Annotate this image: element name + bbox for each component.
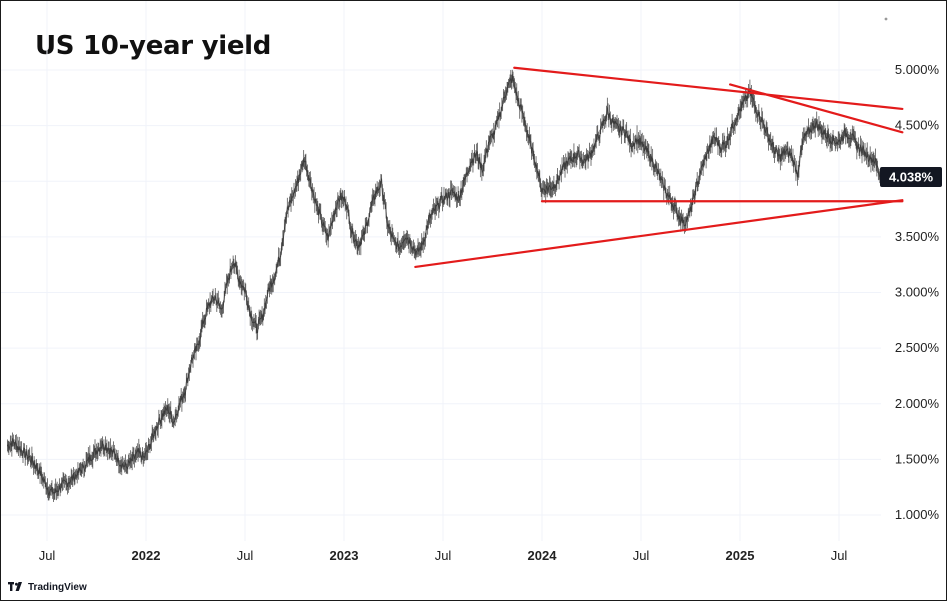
chart-title: US 10-year yield (35, 31, 272, 61)
x-tick-label: Jul (435, 548, 452, 563)
y-tick-label: 1.000% (895, 507, 940, 522)
y-tick-label: 1.500% (895, 451, 940, 466)
price-line (7, 74, 881, 497)
x-tick-label: Jul (633, 548, 650, 563)
tradingview-brand[interactable]: TradingView (8, 579, 87, 595)
y-tick-label: 2.500% (895, 340, 940, 355)
y-tick-label: 3.000% (895, 285, 940, 300)
x-tick-label: 2025 (726, 548, 755, 563)
last-value-tag-bg (880, 167, 942, 188)
trendlines (414, 66, 904, 269)
tradingview-logo-icon (8, 582, 22, 591)
y-tick-label: 2.000% (895, 396, 940, 411)
trendline-upper-right (728, 83, 904, 134)
x-tick-label: 2022 (132, 548, 161, 563)
x-tick-label: 2023 (330, 548, 359, 563)
price-series (7, 69, 881, 503)
chart-settings-icon[interactable] (884, 17, 888, 21)
last-value-tag[interactable]: 4.038% (880, 167, 942, 188)
trendline-lower (414, 199, 904, 269)
y-axis: 1.000%1.500%2.000%2.500%3.000%3.500%4.00… (895, 62, 940, 522)
y-tick-label: 3.500% (895, 229, 940, 244)
x-tick-label: Jul (831, 548, 848, 563)
brand-name: TradingView (28, 581, 87, 593)
last-value-label: 4.038% (889, 170, 934, 185)
y-tick-label: 4.500% (895, 118, 940, 133)
x-tick-label: Jul (237, 548, 254, 563)
y-tick-label: 5.000% (895, 62, 940, 77)
x-tick-label: Jul (39, 548, 56, 563)
x-tick-label: 2024 (528, 548, 558, 563)
trendline-upper-left (513, 66, 904, 111)
x-axis: Jul 2022 Jul 2023 Jul 2024 Jul 2025 Jul (39, 548, 848, 563)
